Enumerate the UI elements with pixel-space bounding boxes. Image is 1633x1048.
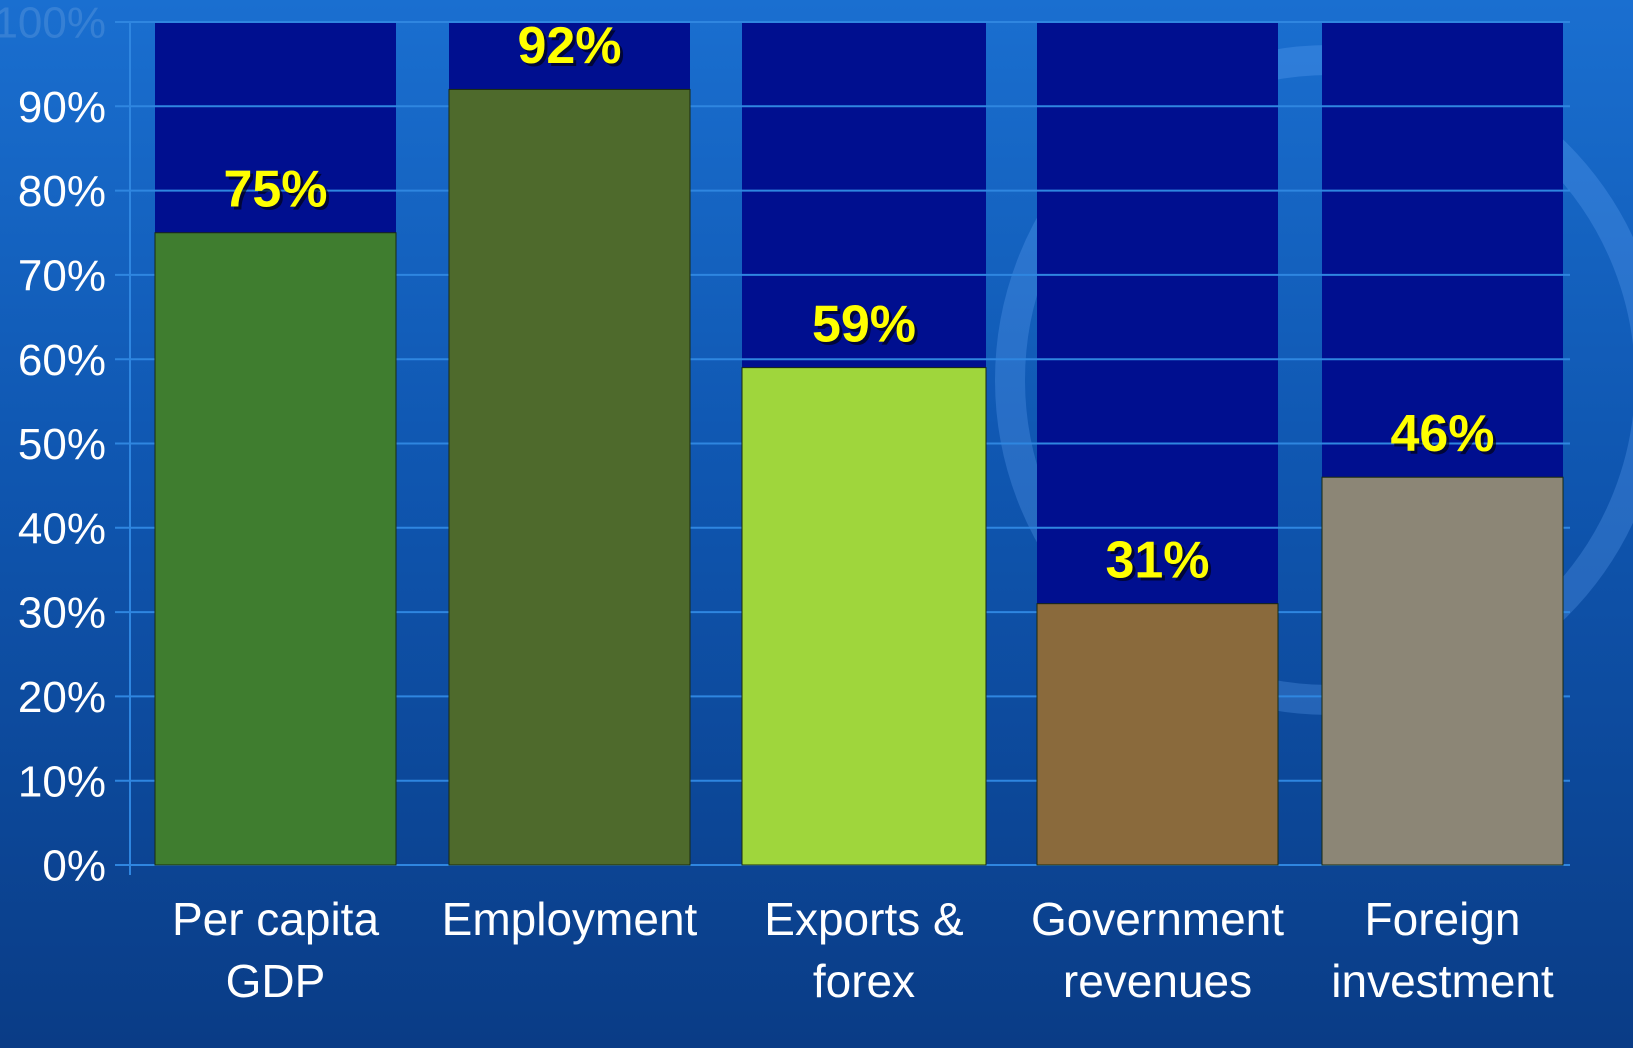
x-tick-label: Employment <box>441 893 698 945</box>
y-tick-label: 70% <box>18 252 106 301</box>
value-label: 46% <box>1393 408 1497 466</box>
value-label: 92% <box>517 17 621 75</box>
x-tick-label: Exports & forex <box>764 893 964 1007</box>
x-tick-label: Government revenues <box>1030 893 1285 1007</box>
bar <box>448 88 691 866</box>
bar <box>741 367 987 866</box>
y-tick-label: 50% <box>18 420 106 469</box>
y-tick-label: 10% <box>18 757 106 806</box>
x-tick-label: Foreign investment <box>1331 893 1554 1007</box>
value-label: 59% <box>815 298 919 356</box>
y-tick-label: 30% <box>18 589 106 638</box>
bar <box>1321 476 1564 866</box>
x-tick-label: Per capita GDP <box>171 893 380 1007</box>
value-label: 92% <box>520 20 624 78</box>
y-tick-label: 40% <box>18 504 106 553</box>
y-tick-label: 20% <box>18 673 106 722</box>
value-label: 59% <box>812 295 916 353</box>
y-tick-label: 90% <box>18 83 106 132</box>
y-tick-label: 60% <box>18 336 106 385</box>
y-tick-label: 100% <box>0 0 106 48</box>
value-label: 46% <box>1390 405 1494 463</box>
value-label: 31% <box>1108 534 1212 592</box>
value-label: 31% <box>1105 531 1209 589</box>
bar <box>154 232 397 866</box>
y-tick-label: 80% <box>18 167 106 216</box>
value-label: 75% <box>226 163 330 221</box>
bar <box>1036 603 1279 866</box>
value-label: 75% <box>223 160 327 218</box>
y-tick-label: 0% <box>42 842 106 891</box>
